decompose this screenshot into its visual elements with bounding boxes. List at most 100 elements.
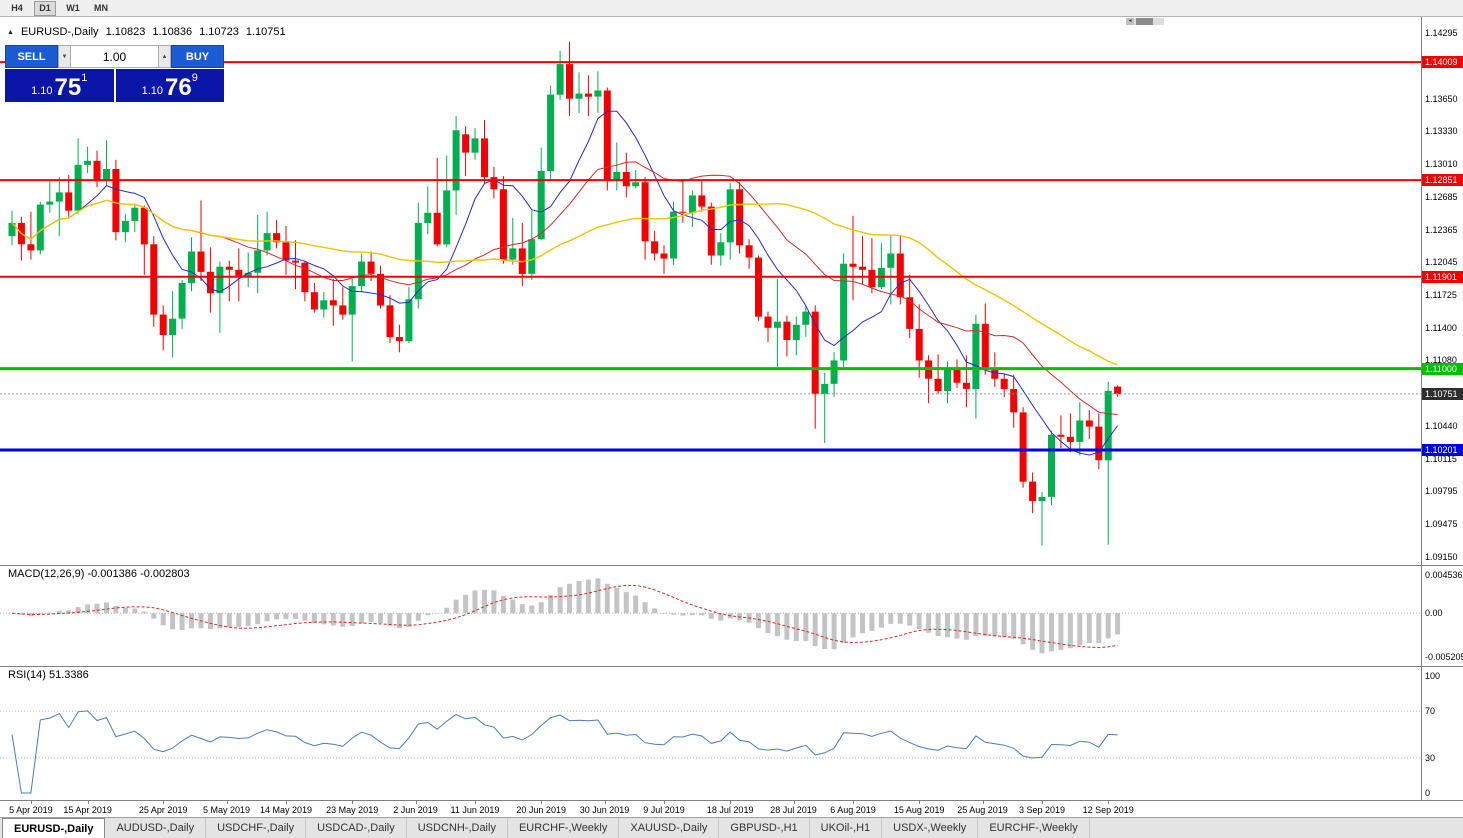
- tab-gbpusd-h1[interactable]: GBPUSD-,H1: [719, 818, 810, 838]
- chart-horizontal-scrollbar[interactable]: ◂: [1126, 18, 1164, 25]
- candle-body: [868, 269, 876, 288]
- candle-body: [1104, 391, 1112, 461]
- candle-body: [386, 305, 394, 337]
- candle-body: [462, 134, 470, 153]
- time-axis-tick: [919, 801, 921, 804]
- chevron-up-icon: ▲: [161, 53, 168, 60]
- candle-body: [74, 164, 82, 211]
- tab-eurchf-weekly[interactable]: EURCHF-,Weekly: [978, 818, 1090, 838]
- volume-input[interactable]: [71, 45, 158, 68]
- candle-body: [556, 64, 564, 95]
- tab-usdchf-daily[interactable]: USDCHF-,Daily: [206, 818, 307, 838]
- rsi-indicator-pane[interactable]: [0, 666, 1421, 800]
- candle-body: [594, 90, 602, 97]
- date-label: 18 Jul 2019: [706, 805, 754, 815]
- time-axis-tick: [982, 801, 984, 804]
- price-axis-tick: 1.12685: [1425, 191, 1458, 202]
- candle-body: [1076, 420, 1084, 442]
- candle-body: [915, 328, 923, 361]
- time-axis-tick: [415, 801, 417, 804]
- scrollbar-thumb[interactable]: [1136, 18, 1153, 25]
- timeframe-button-mn[interactable]: MN: [90, 1, 112, 16]
- ohlc-high-value: 1.10836: [152, 26, 193, 38]
- time-axis-tick: [604, 801, 606, 804]
- candle-body: [1048, 434, 1055, 497]
- time-axis[interactable]: 5 Apr 2019 15 Apr 2019 25 Apr 2019 5 May 20…: [0, 800, 1463, 817]
- price-axis-tick: 1.10440: [1425, 420, 1458, 431]
- candle-body: [944, 369, 951, 391]
- sell-price-display[interactable]: 1.10 75 1: [5, 69, 114, 102]
- date-label: 28 Jul 2019: [770, 805, 817, 815]
- candle-body: [150, 244, 158, 315]
- macd-axis-label: 0.00: [1425, 608, 1443, 619]
- tab-ukoil-h1[interactable]: UKOil-,H1: [810, 818, 883, 838]
- candle-body: [103, 169, 110, 182]
- tab-usdcad-daily[interactable]: USDCAD-,Daily: [306, 818, 407, 838]
- candle-body: [8, 222, 16, 237]
- candle-body: [159, 314, 167, 335]
- time-axis-tick: [87, 801, 89, 804]
- candle-body: [55, 192, 63, 202]
- candle-body: [169, 318, 177, 335]
- tab-eurusd-daily[interactable]: EURUSD-,Daily: [2, 818, 106, 838]
- price-axis[interactable]: 1.14295 1.13650 1.13330 1.13010 1.12685 1.123…: [1421, 17, 1463, 800]
- tab-xauusd-daily[interactable]: XAUUSD-,Daily: [619, 818, 720, 838]
- candlestick-chart[interactable]: [0, 17, 1421, 565]
- candle-body: [84, 160, 92, 165]
- candle-body: [953, 369, 961, 383]
- tab-audusd-daily[interactable]: AUDUSD-,Daily: [105, 818, 207, 838]
- candle-body: [46, 201, 54, 205]
- date-label: 12 Sep 2019: [1082, 805, 1134, 815]
- candle-body: [244, 272, 252, 276]
- volume-increase-button[interactable]: ▲: [158, 45, 171, 68]
- scroll-left-icon[interactable]: ◂: [1126, 18, 1134, 25]
- candle-body: [566, 64, 573, 99]
- price-axis-tick: 1.14295: [1425, 28, 1458, 38]
- candle-body: [443, 190, 451, 245]
- tab-usdx-weekly[interactable]: USDX-,Weekly: [882, 818, 979, 838]
- tab-usdcnh-daily[interactable]: USDCNH-,Daily: [407, 818, 508, 838]
- sell-button[interactable]: SELL: [5, 45, 58, 68]
- buy-price-pip-digit: 9: [191, 72, 198, 84]
- candle-body: [178, 283, 186, 319]
- candle-body: [1114, 386, 1122, 394]
- macd-histogram: [18, 578, 1121, 654]
- candle-body: [27, 244, 35, 251]
- price-axis-tick: 1.13010: [1425, 158, 1458, 169]
- rsi-axis-label: 100: [1425, 671, 1441, 681]
- date-label: 6 Aug 2019: [830, 805, 876, 815]
- candle-body: [263, 233, 271, 251]
- sell-price-big-digits: 75: [54, 74, 82, 101]
- price-axis-tick: 1.13650: [1425, 93, 1458, 104]
- candle-body: [755, 257, 762, 317]
- volume-decrease-button[interactable]: ▼: [58, 45, 71, 68]
- candle-body: [188, 251, 195, 284]
- candle-body: [906, 297, 914, 329]
- macd-indicator-pane[interactable]: [0, 565, 1421, 666]
- time-axis-tick: [853, 801, 854, 804]
- candle-body: [896, 253, 904, 298]
- timeframe-button-h4[interactable]: H4: [6, 1, 28, 16]
- candle-body: [131, 207, 139, 221]
- candle-body: [821, 383, 829, 395]
- buy-price-display[interactable]: 1.10 76 9: [115, 69, 224, 102]
- candle-body: [282, 242, 290, 261]
- candle-body: [717, 242, 725, 256]
- candle-body: [367, 261, 375, 274]
- one-click-price-row: 1.10 75 1 1.10 76 9: [5, 69, 224, 102]
- candle-body: [840, 263, 848, 361]
- chart-ohlc-header: ▲ EURUSD-,Daily 1.10823 1.10836 1.10723 …: [7, 26, 286, 38]
- time-axis-tick: [286, 801, 287, 804]
- timeframe-button-d1[interactable]: D1: [34, 0, 56, 16]
- timeframe-button-w1[interactable]: W1: [62, 1, 84, 16]
- candle-body: [859, 266, 866, 270]
- candle-body: [452, 130, 460, 191]
- tab-eurchf-weekly[interactable]: EURCHF-,Weekly: [508, 818, 620, 838]
- candle-body: [36, 204, 44, 251]
- buy-button[interactable]: BUY: [171, 45, 224, 68]
- candle-body: [613, 172, 621, 181]
- candle-body: [934, 378, 942, 391]
- candle-body: [1010, 389, 1018, 413]
- ohlc-low-value: 1.10723: [199, 26, 239, 38]
- date-label: 5 May 2019: [202, 805, 251, 815]
